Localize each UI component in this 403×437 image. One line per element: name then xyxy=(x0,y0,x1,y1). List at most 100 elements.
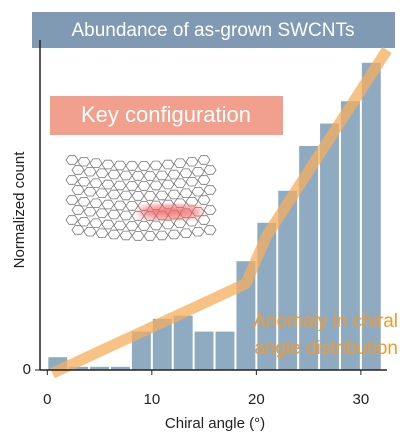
annotation: angle distribution xyxy=(254,338,398,359)
hexagon xyxy=(167,169,181,180)
hexagon xyxy=(197,195,211,205)
hexagon xyxy=(95,208,109,219)
y-tick-label: 0 xyxy=(23,361,31,378)
hexagon xyxy=(113,160,127,171)
hexagon xyxy=(77,156,91,167)
hexagon xyxy=(125,221,139,231)
hexagon xyxy=(101,179,115,190)
hexagon xyxy=(185,176,199,187)
hexagon xyxy=(119,170,133,181)
nanotube-illustration xyxy=(65,155,217,241)
bar xyxy=(361,62,381,371)
hexagon xyxy=(167,189,181,200)
title-box xyxy=(32,12,395,48)
hexagon xyxy=(119,190,133,201)
x-tick-label: 30 xyxy=(353,391,370,408)
hexagon xyxy=(71,225,85,235)
hexagon xyxy=(95,188,109,199)
trend-line xyxy=(50,47,392,379)
hexagon xyxy=(149,160,163,171)
hexagon xyxy=(71,185,85,195)
hexagon xyxy=(107,189,121,200)
x-tick-label: 10 xyxy=(143,391,160,408)
hexagon xyxy=(83,206,97,217)
bar xyxy=(215,331,235,370)
hexagon xyxy=(89,158,103,169)
hexagon xyxy=(185,216,199,227)
hexagon xyxy=(155,230,169,241)
hexagon xyxy=(125,201,139,211)
hexagon xyxy=(95,168,109,179)
hexagon xyxy=(65,175,79,185)
hexagon xyxy=(179,168,193,179)
hexagon xyxy=(83,166,97,177)
hexagon xyxy=(173,158,187,169)
hexagon xyxy=(113,180,127,191)
bar xyxy=(173,315,193,370)
hexagon xyxy=(77,176,91,187)
hexagon xyxy=(65,155,79,165)
hexagon xyxy=(101,219,115,230)
hexagon xyxy=(173,218,187,229)
hexagon xyxy=(119,210,133,221)
hexagon xyxy=(185,196,199,207)
bar xyxy=(299,146,319,370)
hexagon xyxy=(119,230,133,241)
y-axis-label: Normalized count xyxy=(11,151,28,269)
hexagon xyxy=(89,218,103,229)
key-configuration-highlight xyxy=(138,205,202,219)
hexagon xyxy=(191,186,205,197)
hexagon xyxy=(203,165,217,175)
callout: Key configuration xyxy=(81,102,251,127)
hexagon xyxy=(107,209,121,220)
annotation: Anomaly in chiral xyxy=(253,311,398,332)
hexagon xyxy=(161,179,175,190)
hexagon xyxy=(65,215,79,225)
hexagon xyxy=(131,171,145,181)
hexagon xyxy=(149,180,163,191)
hexagon xyxy=(143,171,157,181)
hexagon xyxy=(185,156,199,167)
bar xyxy=(320,123,339,370)
hexagon xyxy=(167,229,181,240)
hexagon xyxy=(203,205,217,215)
hexagon xyxy=(71,205,85,215)
hexagon xyxy=(191,226,205,237)
hexagon xyxy=(101,199,115,210)
hexagon xyxy=(191,166,205,177)
hexagon xyxy=(197,215,211,225)
hexagon xyxy=(113,220,127,231)
hexagon xyxy=(125,181,139,191)
bar xyxy=(131,331,151,370)
x-tick-label: 0 xyxy=(43,391,51,408)
hexagon xyxy=(95,228,109,239)
hexagon xyxy=(149,220,163,231)
hexagon xyxy=(71,165,85,175)
hexagon xyxy=(77,196,91,207)
hexagon xyxy=(161,159,175,170)
hexagon xyxy=(137,181,151,191)
bar xyxy=(340,101,360,370)
hexagon xyxy=(161,219,175,230)
hexagon xyxy=(131,231,145,241)
hexagon xyxy=(203,225,217,235)
hexagon xyxy=(143,191,157,201)
hexagon xyxy=(173,178,187,189)
bar xyxy=(194,331,214,370)
hexagon xyxy=(113,200,127,211)
hexagon xyxy=(155,170,169,181)
hexagon xyxy=(203,185,217,195)
hexagon xyxy=(125,161,139,171)
hexagon xyxy=(77,216,91,227)
hexagon xyxy=(83,226,97,237)
hexagon xyxy=(143,231,157,241)
bar xyxy=(90,366,110,370)
callout-box xyxy=(50,96,283,135)
hexagon xyxy=(101,159,115,170)
bar xyxy=(152,318,172,370)
x-tick-label: 20 xyxy=(248,391,265,408)
hexagon xyxy=(155,190,169,201)
x-axis-label: Chiral angle (°) xyxy=(165,415,265,432)
bar xyxy=(278,190,298,370)
